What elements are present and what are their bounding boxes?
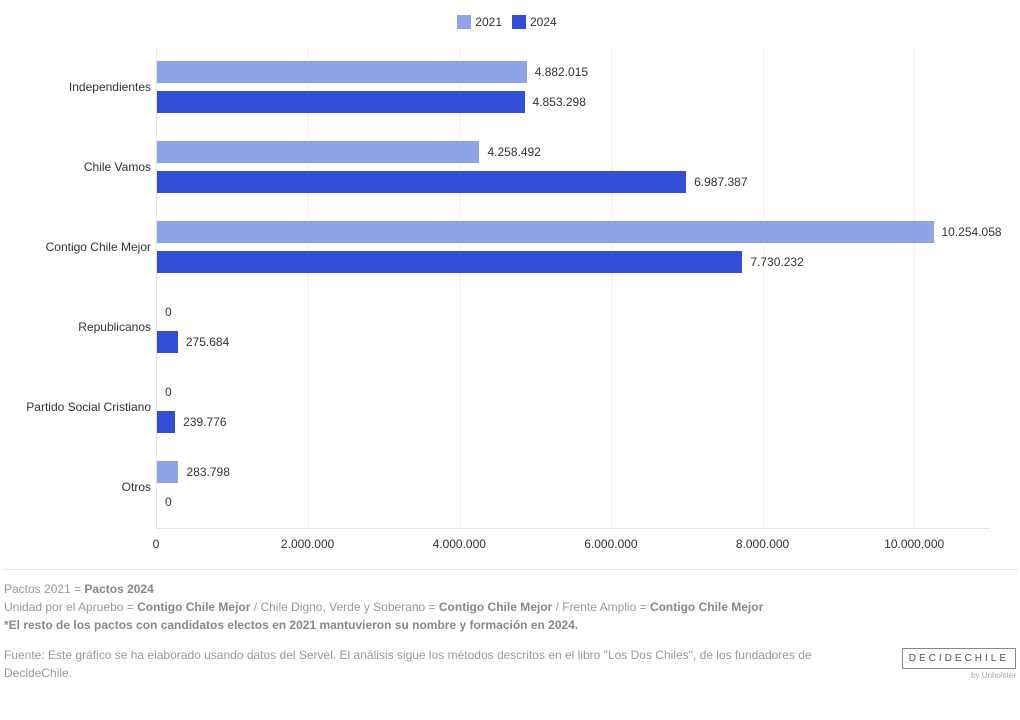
x-tick-label: 0 bbox=[153, 537, 160, 551]
y-axis-label: Otros bbox=[11, 480, 151, 494]
legend-item-2024: 2024 bbox=[512, 15, 557, 29]
x-tick-label: 8.000.000 bbox=[736, 537, 789, 551]
y-axis-label: Contigo Chile Mejor bbox=[11, 240, 151, 254]
x-tick-label: 2.000.000 bbox=[281, 537, 334, 551]
footer-line-3: *El resto de los pactos con candidatos e… bbox=[4, 616, 1016, 634]
bar-value-label: 4.258.492 bbox=[487, 145, 540, 159]
category-group: Otros283.7980 bbox=[157, 461, 990, 513]
footer-line-2: Unidad por el Apruebo = Contigo Chile Me… bbox=[4, 598, 1016, 616]
y-axis-label: Republicanos bbox=[11, 320, 151, 334]
grid-line bbox=[914, 49, 915, 528]
x-tick-label: 4.000.000 bbox=[433, 537, 486, 551]
category-group: Partido Social Cristiano0239.776 bbox=[157, 381, 990, 433]
legend-swatch-2021 bbox=[457, 15, 471, 29]
grid-line bbox=[611, 49, 612, 528]
legend: 2021 2024 bbox=[0, 0, 1020, 39]
legend-swatch-2024 bbox=[512, 15, 526, 29]
bar-value-label: 7.730.232 bbox=[750, 255, 803, 269]
bar-value-label: 4.853.298 bbox=[533, 95, 586, 109]
legend-label-2021: 2021 bbox=[475, 15, 502, 29]
bar-value-label: 0 bbox=[165, 305, 172, 319]
plot: Independientes4.882.0154.853.298Chile Va… bbox=[156, 49, 990, 529]
bar-2024 bbox=[157, 411, 175, 433]
footer-text: Pactos 2021 = bbox=[4, 582, 84, 596]
brand-main: DECIDECHILE bbox=[902, 648, 1016, 669]
category-group: Republicanos0275.684 bbox=[157, 301, 990, 353]
bar-value-label: 283.798 bbox=[186, 465, 229, 479]
footer-bold: Pactos 2024 bbox=[84, 582, 153, 596]
grid-line bbox=[460, 49, 461, 528]
bar-value-label: 0 bbox=[165, 495, 172, 509]
y-axis-label: Partido Social Cristiano bbox=[11, 400, 151, 414]
footer-bold: *El resto de los pactos con candidatos e… bbox=[4, 618, 578, 632]
legend-item-2021: 2021 bbox=[457, 15, 502, 29]
legend-label-2024: 2024 bbox=[530, 15, 557, 29]
grid-line bbox=[763, 49, 764, 528]
grid-line bbox=[308, 49, 309, 528]
footer-text: Unidad por el Apruebo = bbox=[4, 600, 137, 614]
footer: Pactos 2021 = Pactos 2024 Unidad por el … bbox=[2, 569, 1018, 682]
bar-value-label: 0 bbox=[165, 385, 172, 399]
bar-2021 bbox=[157, 461, 178, 483]
category-group: Independientes4.882.0154.853.298 bbox=[157, 61, 990, 113]
footer-bold: Contigo Chile Mejor bbox=[650, 600, 763, 614]
bar-value-label: 6.987.387 bbox=[694, 175, 747, 189]
footer-line-1: Pactos 2021 = Pactos 2024 bbox=[4, 580, 1016, 598]
bar-2024 bbox=[157, 171, 686, 193]
bar-value-label: 275.684 bbox=[186, 335, 229, 349]
footer-source: Fuente: Este gráfico se ha elaborado usa… bbox=[4, 646, 874, 682]
brand: DECIDECHILE by Unholster bbox=[902, 648, 1016, 682]
category-group: Contigo Chile Mejor10.254.0587.730.232 bbox=[157, 221, 990, 273]
brand-sub: by Unholster bbox=[902, 670, 1016, 682]
bar-2021 bbox=[157, 221, 934, 243]
footer-text: / Chile Digno, Verde y Soberano = bbox=[250, 600, 438, 614]
bar-value-label: 10.254.058 bbox=[942, 225, 1002, 239]
footer-bold: Contigo Chile Mejor bbox=[137, 600, 250, 614]
bar-2024 bbox=[157, 251, 742, 273]
category-group: Chile Vamos4.258.4926.987.387 bbox=[157, 141, 990, 193]
bar-value-label: 4.882.015 bbox=[535, 65, 588, 79]
bar-2024 bbox=[157, 91, 525, 113]
bar-2024 bbox=[157, 331, 178, 353]
bar-value-label: 239.776 bbox=[183, 415, 226, 429]
chart-area: Independientes 4.882.015 4.853.298 Chile Va… bbox=[10, 39, 1010, 559]
bar-2021 bbox=[157, 141, 479, 163]
x-tick-label: 6.000.000 bbox=[584, 537, 637, 551]
x-axis: 0 2.000.000 4.000.000 6.000.000 8.000.000 10.… bbox=[156, 529, 990, 559]
footer-text: / Frente Amplio = bbox=[552, 600, 650, 614]
x-tick-label: 10.000.000 bbox=[884, 537, 944, 551]
bar-2021 bbox=[157, 61, 527, 83]
footer-bold: Contigo Chile Mejor bbox=[439, 600, 552, 614]
y-axis-label: Chile Vamos bbox=[11, 160, 151, 174]
y-axis-label: Independientes bbox=[11, 80, 151, 94]
